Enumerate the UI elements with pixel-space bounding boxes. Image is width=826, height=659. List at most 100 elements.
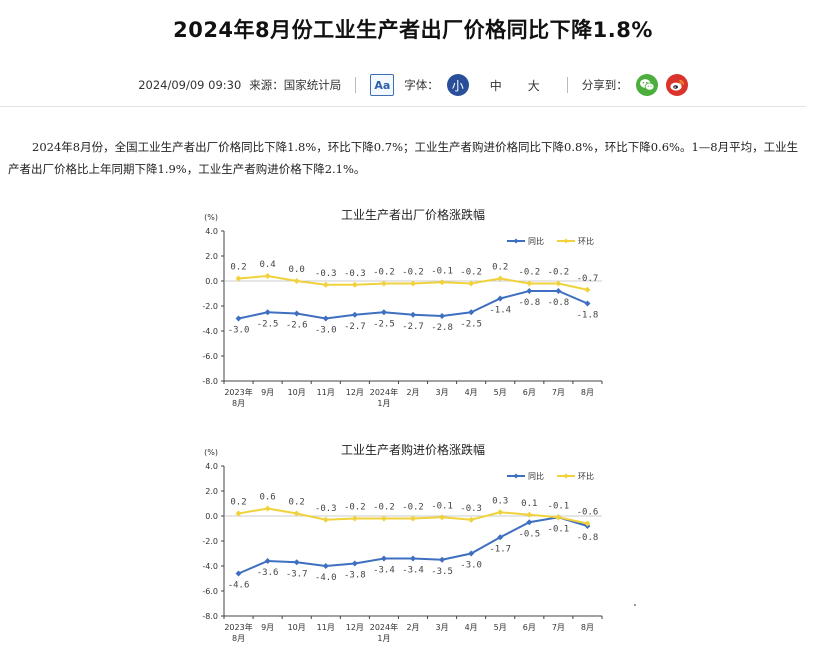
chart2-point	[526, 519, 533, 526]
chart1-y-tick-label: -8.0	[202, 377, 218, 386]
chart2-point	[497, 534, 504, 541]
chart2-legend-marker	[513, 473, 519, 479]
chart1-x-tick-label: 4月	[465, 388, 478, 397]
chart2-point	[555, 514, 562, 521]
source-label: 来源：国家统计局	[249, 78, 342, 92]
font-size-medium-button[interactable]: 中	[489, 78, 502, 93]
chart1-data-label: -2.5	[373, 319, 395, 329]
chart1-data-label: -0.2	[518, 268, 540, 278]
chart2-point	[264, 505, 271, 512]
chart1-legend-label: 同比	[528, 236, 544, 246]
chart1-point	[439, 279, 446, 286]
chart1-x-tick-label: 7月	[552, 388, 565, 397]
chart1-y-unit: (%)	[204, 213, 218, 222]
chart2-point	[439, 556, 446, 563]
chart1-data-label: -0.7	[577, 274, 599, 284]
chart1-y-tick-label: -2.0	[202, 302, 218, 311]
chart2-data-label: -0.2	[373, 503, 395, 513]
purchase-price-chart-svg: 工业生产者购进价格涨跌幅 (%) 4.0 2.0 0.0 -2.0 -4.0 -6.0 -8.0…	[202, 442, 603, 643]
chart1-data-label: -0.2	[548, 268, 570, 278]
chart2-data-label: -0.8	[577, 533, 599, 543]
chart2-point	[235, 510, 242, 517]
header-divider	[0, 106, 806, 107]
chart1-point	[235, 315, 242, 322]
chart1-point	[322, 315, 329, 322]
chart1-data-label: -2.6	[286, 321, 308, 331]
chart1-point	[555, 288, 562, 294]
chart1-data-label: -3.0	[228, 326, 250, 336]
chart1-x-tick-label: 2月	[406, 388, 419, 397]
chart2-data-label: 0.6	[259, 493, 275, 503]
chart1-x-tick-label: 3月	[436, 388, 449, 397]
chart2-data-label: -3.4	[402, 566, 424, 576]
chart1-x-tick-label: 9月	[261, 388, 274, 397]
chart1-y-tick-label: -6.0	[202, 352, 218, 361]
chart2-x-tick-label: 2024年 1月	[370, 622, 398, 643]
chart2-y-tick-label: -6.0	[202, 587, 218, 596]
chart2-point	[410, 515, 416, 522]
meta-bar: 2024/09/09 09:30 来源：国家统计局 Aa 字体： 小 中 大 分…	[0, 68, 826, 102]
share-label: 分享到：	[581, 78, 628, 92]
chart2-point	[584, 520, 591, 527]
chart2-data-label: -0.1	[431, 501, 453, 511]
chart1-legend-marker	[513, 238, 519, 244]
chart2-point	[322, 563, 329, 569]
chart1-point	[584, 300, 591, 307]
chart1-x-tick-label: 2024年 1月	[370, 387, 398, 408]
chart2-data-label: 0.1	[521, 499, 537, 509]
chart2-x-tick-label: 6月	[523, 623, 536, 632]
chart1-point	[439, 313, 446, 319]
chart2-x-tick-label: 12月	[346, 623, 364, 632]
font-size-small-button[interactable]: 小	[446, 74, 469, 96]
chart1-data-label: -0.8	[518, 298, 540, 308]
wechat-icon[interactable]	[635, 74, 658, 96]
chart1-point	[410, 311, 416, 318]
chart2-y-tick-label: 4.0	[205, 462, 218, 471]
chart2-data-label: 0.2	[289, 498, 305, 508]
chart1-legend-marker	[563, 238, 569, 244]
chart1-point	[351, 281, 358, 288]
font-size-icon[interactable]: Aa	[370, 74, 395, 96]
chart1-point	[468, 280, 475, 287]
article-title: 2024年8月份工业生产者出厂价格同比下降1.8%	[173, 18, 653, 42]
chart1-point	[410, 280, 416, 287]
chart2-y-tick-label: -4.0	[202, 562, 218, 571]
chart1-x-tick-label: 5月	[494, 388, 507, 397]
chart1-x-tick-label: 8月	[581, 388, 594, 397]
chart2-point	[235, 570, 242, 577]
chart2-point	[468, 550, 475, 557]
chart1-x-tick-label: 2023年 8月	[224, 387, 252, 408]
meta-divider	[566, 77, 568, 93]
chart2-data-label: -4.6	[228, 581, 250, 591]
chart2-data-label: -3.8	[344, 571, 366, 581]
chart2-point	[293, 559, 300, 566]
font-label: 字体：	[404, 78, 439, 92]
chart1-data-label: -2.8	[431, 323, 453, 333]
chart2-point	[497, 509, 504, 516]
chart2-x-tick-label: 5月	[494, 623, 507, 632]
chart2-x-tick-label: 11月	[317, 623, 335, 632]
chart1-data-label: -0.3	[344, 269, 366, 279]
chart2-data-label: 0.3	[492, 496, 508, 506]
chart1-data-label: -0.2	[460, 268, 482, 278]
publish-datetime: 2024/09/09 09:30	[138, 78, 242, 92]
chart2-legend-marker	[563, 473, 569, 479]
chart2-x-tick-label: 3月	[436, 623, 449, 632]
chart1-point	[526, 288, 533, 294]
weibo-icon[interactable]	[665, 74, 688, 96]
chart1-point	[264, 273, 271, 279]
chart1-point	[380, 280, 387, 287]
meta-divider	[355, 77, 357, 93]
font-size-large-button[interactable]: 大	[527, 78, 540, 93]
chart1-x-tick-label: 11月	[317, 388, 335, 397]
chart2-data-label: -3.7	[286, 569, 308, 579]
chart1-point	[555, 280, 562, 287]
chart2-point	[351, 515, 358, 522]
chart1-point	[497, 275, 504, 282]
chart1-data-label: 0.2	[230, 263, 246, 273]
chart2-y-tick-label: -2.0	[202, 537, 218, 546]
chart2-data-label: -0.2	[402, 503, 424, 513]
chart2-data-label: -0.5	[518, 529, 540, 539]
chart1-data-label: -0.1	[431, 266, 453, 276]
chart1-data-label: 0.4	[259, 260, 275, 270]
